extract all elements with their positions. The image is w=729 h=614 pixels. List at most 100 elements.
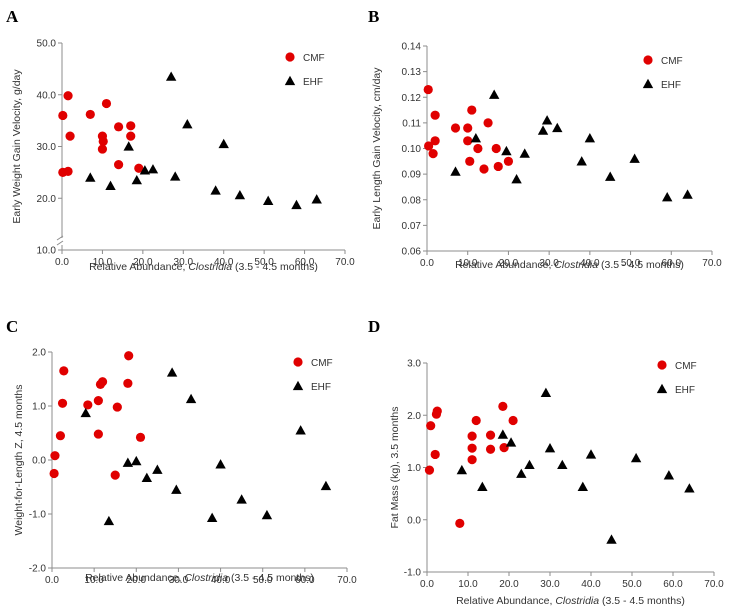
x-tick-label: 70.0: [702, 258, 722, 269]
data-point-ehf: [123, 141, 134, 151]
x-tick-label: 30.0: [539, 258, 559, 269]
x-tick-label: 10.0: [93, 257, 113, 268]
data-point-cmf: [63, 166, 73, 176]
data-point-ehf: [577, 481, 588, 491]
data-point-ehf: [470, 133, 482, 143]
data-point-cmf: [473, 143, 483, 154]
panel-a: A0.0 10.0 20.0 30.0 40.0 50.0 60.0 70.010.020.0…: [6, 7, 355, 273]
data-point-cmf: [93, 429, 103, 439]
data-point-ehf: [182, 119, 193, 129]
data-point-ehf: [629, 153, 640, 163]
data-point-ehf: [682, 189, 693, 199]
x-tick-label: 20.0: [133, 257, 153, 268]
data-point-cmf: [112, 402, 122, 412]
legend-label-cmf: CMF: [303, 53, 325, 64]
data-point-ehf: [585, 449, 597, 459]
y-axis-title: Early Weight Gain Velocity, g/day: [11, 69, 23, 224]
series-ehf: [85, 71, 322, 210]
data-point-ehf: [131, 174, 142, 185]
x-axis-title: Relative Abundance, Clostridia (3.5 - 4.…: [456, 595, 685, 607]
data-point-cmf: [467, 443, 477, 453]
y-tick-label: -1.0: [29, 510, 47, 521]
data-point-cmf: [57, 398, 68, 408]
legend-marker-ehf: [292, 380, 304, 391]
y-tick-label: 0.12: [402, 93, 422, 104]
data-point-ehf: [320, 480, 332, 491]
axis-break-mark: [56, 235, 64, 246]
data-point-ehf: [215, 459, 226, 469]
legend-marker-cmf: [293, 357, 303, 367]
y-tick-label: 2.0: [32, 348, 46, 359]
data-point-cmf: [499, 443, 509, 453]
series-cmf: [423, 84, 514, 174]
data-point-cmf: [134, 163, 144, 173]
data-point-cmf: [135, 432, 146, 442]
data-point-ehf: [477, 481, 488, 491]
data-point-cmf: [426, 421, 436, 431]
data-point-ehf: [80, 407, 91, 418]
y-tick-label: 2.0: [407, 411, 421, 422]
data-point-ehf: [291, 199, 302, 210]
data-point-ehf: [584, 133, 596, 143]
data-point-cmf: [430, 449, 440, 460]
data-point-ehf: [630, 452, 642, 463]
x-tick-label: 20.0: [499, 258, 519, 269]
y-tick-label: 0.10: [402, 144, 422, 155]
legend-marker-cmf: [657, 360, 667, 370]
legend-marker-cmf: [643, 55, 653, 65]
legend-label-ehf: EHF: [311, 382, 331, 393]
data-point-ehf: [540, 387, 552, 397]
series-cmf: [424, 401, 518, 529]
x-tick-label: 60.0: [295, 257, 315, 268]
x-tick-label: 30.0: [174, 257, 194, 268]
data-point-ehf: [501, 145, 512, 156]
legend-label-cmf: CMF: [661, 56, 683, 67]
data-point-cmf: [110, 470, 120, 480]
y-tick-label: 0.13: [402, 67, 422, 78]
data-point-cmf: [498, 401, 508, 411]
x-tick-label: 60.0: [295, 575, 315, 586]
data-point-ehf: [185, 393, 197, 404]
legend-marker-ehf: [642, 78, 654, 89]
data-point-cmf: [450, 123, 461, 133]
panel-b: B 0.0 10.0 20.0 30.0 40.0 50.0 60.0 70.0 0.06 0.07…: [368, 7, 722, 271]
legend-label-ehf: EHF: [675, 385, 695, 396]
series-cmf: [49, 351, 146, 480]
data-point-ehf: [537, 125, 549, 135]
panel-d: D0.0 10.0 20.0 30.0 40.0 50.0 60.0 70.0-1.00.01…: [368, 317, 724, 607]
x-tick-label: 60.0: [663, 579, 683, 590]
data-point-cmf: [101, 98, 112, 109]
data-point-cmf: [432, 406, 442, 416]
x-tick-label: 20.0: [499, 579, 519, 590]
data-point-ehf: [165, 71, 177, 81]
data-point-ehf: [311, 194, 322, 204]
x-tick-label: 40.0: [211, 575, 231, 586]
data-point-ehf: [456, 464, 468, 475]
x-tick-label: 70.0: [337, 575, 357, 586]
x-tick-label: 10.0: [458, 579, 478, 590]
data-point-ehf: [524, 459, 535, 470]
data-point-cmf: [63, 91, 73, 101]
data-point-ehf: [105, 180, 116, 190]
panel-a-letter: A: [6, 7, 19, 26]
data-point-cmf: [467, 431, 477, 441]
data-point-ehf: [261, 509, 273, 520]
data-point-cmf: [428, 149, 438, 159]
data-point-ehf: [131, 455, 142, 466]
x-tick-label: 40.0: [581, 579, 601, 590]
x-tick-label: 30.0: [540, 579, 560, 590]
x-tick-label: 10.0: [458, 258, 478, 269]
panel-c: C 0.0 10.0 20.0 30.0 40.0 50.0 60.0 70.0 -2.0 -1.0…: [6, 317, 357, 586]
legend: CMF EHF: [642, 55, 683, 91]
data-point-cmf: [55, 431, 66, 441]
legend-marker-ehf: [656, 383, 668, 394]
data-point-cmf: [491, 143, 501, 154]
data-point-ehf: [663, 470, 675, 480]
data-point-cmf: [114, 122, 124, 132]
y-axis-title: Fat Mass (kg), 3.5 months: [389, 407, 401, 529]
legend: CMF EHF: [656, 360, 697, 396]
series-ehf: [450, 89, 693, 202]
data-point-cmf: [65, 131, 75, 141]
data-point-ehf: [147, 164, 159, 174]
